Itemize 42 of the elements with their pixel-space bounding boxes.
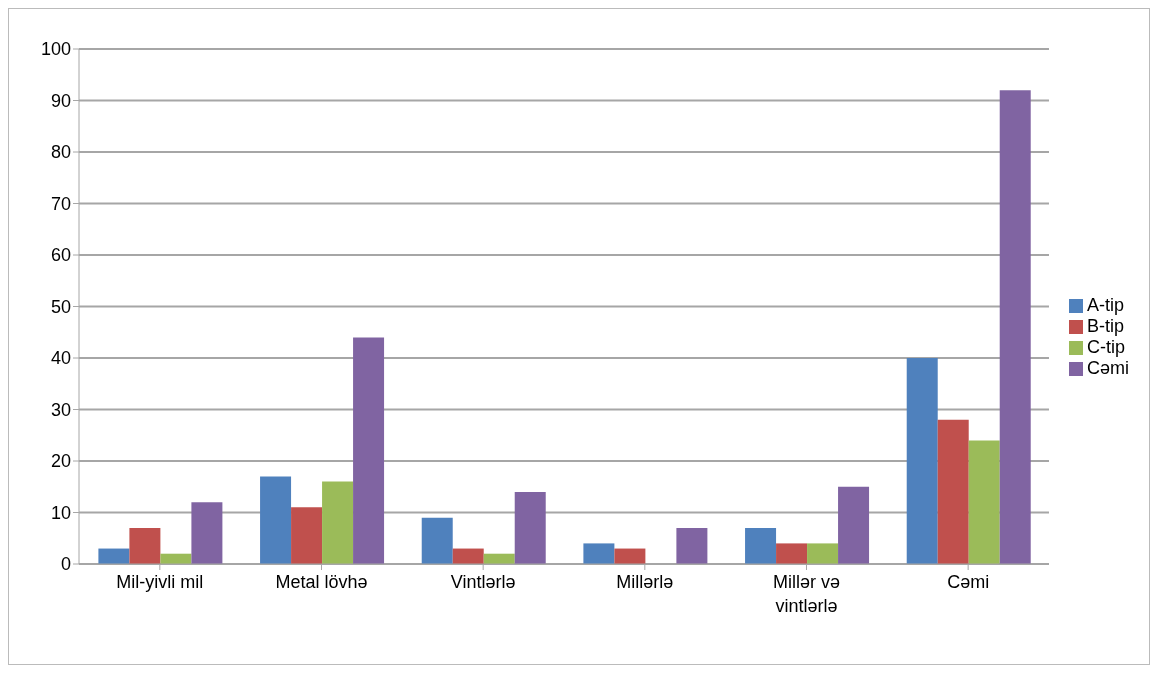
- bar: [421, 517, 453, 564]
- bar: [452, 548, 484, 564]
- bar: [968, 440, 1000, 564]
- legend-label: A-tip: [1086, 294, 1124, 315]
- bar: [514, 491, 546, 564]
- bar: [291, 507, 323, 564]
- bar: [807, 543, 839, 564]
- y-tick-label: 30: [50, 399, 71, 420]
- bar: [745, 527, 777, 564]
- bar: [129, 527, 161, 564]
- x-tick-label: Millərlə: [616, 572, 674, 592]
- y-tick-label: 90: [50, 90, 71, 111]
- y-tick-label: 100: [40, 39, 71, 60]
- bar: [260, 476, 292, 564]
- bar: [906, 358, 938, 564]
- bar: [937, 419, 969, 564]
- y-tick-label: 50: [50, 296, 71, 317]
- y-tick-label: 20: [50, 451, 71, 472]
- y-tick-label: 10: [50, 502, 71, 523]
- bar: [322, 481, 354, 564]
- y-tick-label: 70: [50, 193, 71, 214]
- bar: [191, 502, 223, 564]
- x-tick-label: Millər və vintlərlə: [772, 572, 840, 616]
- bar: [676, 527, 708, 564]
- bar: [98, 548, 130, 564]
- y-tick-label: 60: [50, 245, 71, 266]
- x-tick-label: Cəmi: [947, 572, 990, 592]
- bar: [838, 486, 870, 564]
- legend-label: B-tip: [1086, 315, 1124, 336]
- bar: [353, 337, 385, 564]
- bar: [583, 543, 615, 564]
- legend-label: C-tip: [1086, 336, 1125, 357]
- y-tick-label: 80: [50, 142, 71, 163]
- bar: [999, 90, 1031, 564]
- bar: [614, 548, 646, 564]
- legend-label: Cəmi: [1086, 357, 1129, 378]
- y-tick-label: 0: [60, 554, 71, 575]
- x-tick-label: Mil-yivli mil: [116, 572, 204, 592]
- x-tick-label: Metal lövhə: [275, 572, 368, 592]
- bar: [776, 543, 808, 564]
- y-tick-label: 40: [50, 348, 71, 369]
- x-tick-label: Vintlərlə: [450, 572, 516, 592]
